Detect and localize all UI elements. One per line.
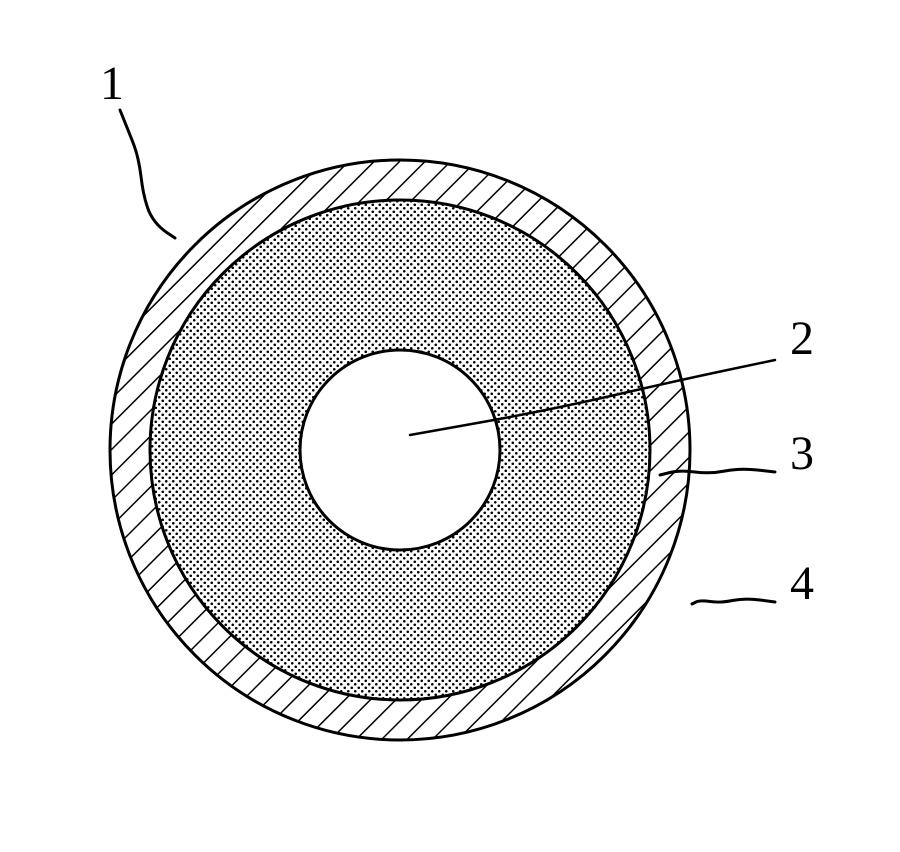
callout-label-2: 2	[790, 311, 814, 366]
callout-label-3: 3	[790, 426, 814, 481]
callout-label-1: 1	[100, 56, 124, 111]
callout-label-4: 4	[790, 556, 814, 611]
cross-section-diagram	[0, 0, 900, 852]
leader-line-1	[120, 110, 175, 238]
leader-line-4	[692, 599, 775, 604]
